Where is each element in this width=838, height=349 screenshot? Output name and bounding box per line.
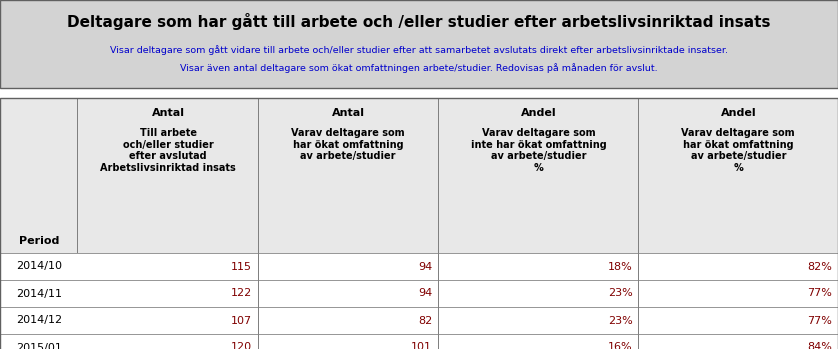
Bar xyxy=(0,253,838,280)
Bar xyxy=(257,98,259,253)
Text: 16%: 16% xyxy=(608,342,633,349)
Text: 2015/01: 2015/01 xyxy=(16,342,62,349)
Bar xyxy=(0,98,838,253)
Text: 107: 107 xyxy=(231,315,252,326)
Text: 84%: 84% xyxy=(807,342,832,349)
Text: Andel: Andel xyxy=(520,108,556,118)
Text: 2014/12: 2014/12 xyxy=(16,315,62,326)
Text: 115: 115 xyxy=(231,261,252,272)
Text: Varav deltagare som
har ökat omfattning
av arbete/studier: Varav deltagare som har ökat omfattning … xyxy=(292,128,405,161)
Text: Andel: Andel xyxy=(721,108,756,118)
Text: 23%: 23% xyxy=(608,289,633,298)
Text: 82%: 82% xyxy=(807,261,832,272)
Text: 18%: 18% xyxy=(608,261,633,272)
Text: 122: 122 xyxy=(230,289,252,298)
Text: 94: 94 xyxy=(418,289,432,298)
Text: 82: 82 xyxy=(418,315,432,326)
Text: Visar även antal deltagare som ökat omfattningen arbete/studier. Redovisas på må: Visar även antal deltagare som ökat omfa… xyxy=(180,63,658,73)
Text: Varav deltagare som
inte har ökat omfattning
av arbete/studier
%: Varav deltagare som inte har ökat omfatt… xyxy=(471,128,606,173)
Text: Varav deltagare som
har ökat omfattning
av arbete/studier
%: Varav deltagare som har ökat omfattning … xyxy=(681,128,795,173)
Text: 2014/11: 2014/11 xyxy=(16,289,62,298)
Text: 120: 120 xyxy=(231,342,252,349)
Text: 101: 101 xyxy=(411,342,432,349)
Text: Period: Period xyxy=(18,236,59,246)
Bar xyxy=(0,334,838,349)
Text: Deltagare som har gått till arbete och /eller studier efter arbetslivsinriktad i: Deltagare som har gått till arbete och /… xyxy=(67,14,771,30)
Text: Visar deltagare som gått vidare till arbete och/eller studier efter att samarbet: Visar deltagare som gått vidare till arb… xyxy=(110,45,728,55)
Text: 2014/10: 2014/10 xyxy=(16,261,62,272)
Bar xyxy=(77,98,79,253)
Bar xyxy=(0,307,838,334)
Text: Antal: Antal xyxy=(332,108,365,118)
Bar xyxy=(0,280,838,307)
Text: Till arbete
och/eller studier
efter avslutad
Arbetslivsinriktad insats: Till arbete och/eller studier efter avsl… xyxy=(101,128,235,173)
Text: 77%: 77% xyxy=(807,315,832,326)
Bar xyxy=(0,0,838,88)
Text: Antal: Antal xyxy=(152,108,184,118)
Text: 23%: 23% xyxy=(608,315,633,326)
Text: 94: 94 xyxy=(418,261,432,272)
Bar xyxy=(0,98,838,349)
Bar xyxy=(638,98,639,253)
Bar xyxy=(437,98,439,253)
Text: 77%: 77% xyxy=(807,289,832,298)
